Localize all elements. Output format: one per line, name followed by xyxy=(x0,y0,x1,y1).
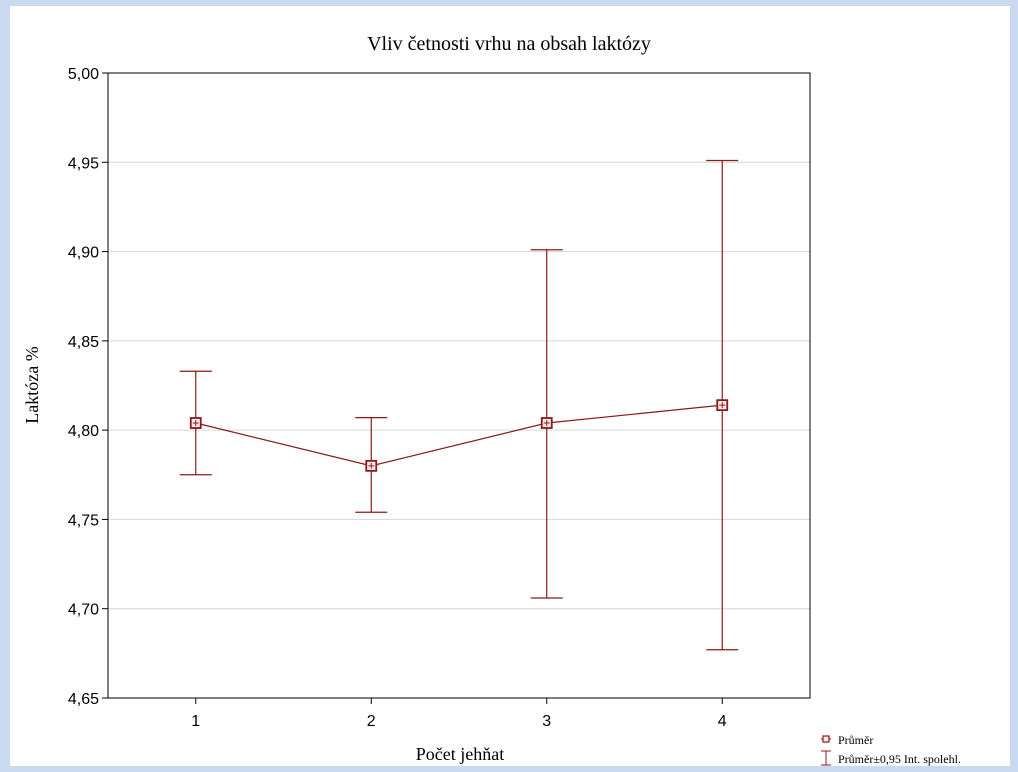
legend-ci-marker-icon xyxy=(821,750,831,766)
y-axis-ticks: 4,65 4,70 4,75 4,80 4,85 4,90 4,95 5,00 xyxy=(68,66,108,708)
x-axis-ticks: 1 2 3 4 xyxy=(191,698,727,730)
chart-card xyxy=(10,6,1010,766)
y-tick-label: 5,00 xyxy=(68,66,99,83)
legend: Průměr Průměr±0,95 Int. spolehl. xyxy=(821,733,961,766)
chart-title: Vliv četnosti vrhu na obsah laktózy xyxy=(367,33,651,55)
y-axis-label: Laktóza % xyxy=(22,346,42,423)
x-tick-label: 4 xyxy=(718,713,727,730)
y-tick-label: 4,90 xyxy=(68,245,99,262)
data-point xyxy=(540,417,553,429)
plot-area xyxy=(107,72,811,699)
y-tick-label: 4,65 xyxy=(68,691,99,708)
y-tick-label: 4,75 xyxy=(68,512,99,529)
series-layer xyxy=(179,159,739,651)
x-axis-label: Počet jehňat xyxy=(416,744,504,764)
legend-mean-square xyxy=(822,735,830,743)
legend-mean-label: Průměr xyxy=(838,733,873,747)
series-line xyxy=(195,404,723,467)
y-tick-label: 4,70 xyxy=(68,602,99,619)
legend-ci-label: Průměr±0,95 Int. spolehl. xyxy=(838,752,961,766)
x-tick-label: 3 xyxy=(542,713,551,730)
legend-mean-marker-icon xyxy=(821,735,831,743)
data-point xyxy=(716,399,729,412)
y-tick-label: 4,80 xyxy=(68,423,99,440)
data-point xyxy=(189,417,202,429)
y-tick-label: 4,95 xyxy=(68,155,99,172)
data-point xyxy=(365,459,378,472)
y-tick-label: 4,85 xyxy=(68,334,99,351)
x-tick-label: 1 xyxy=(191,713,200,730)
x-tick-label: 2 xyxy=(367,713,376,730)
